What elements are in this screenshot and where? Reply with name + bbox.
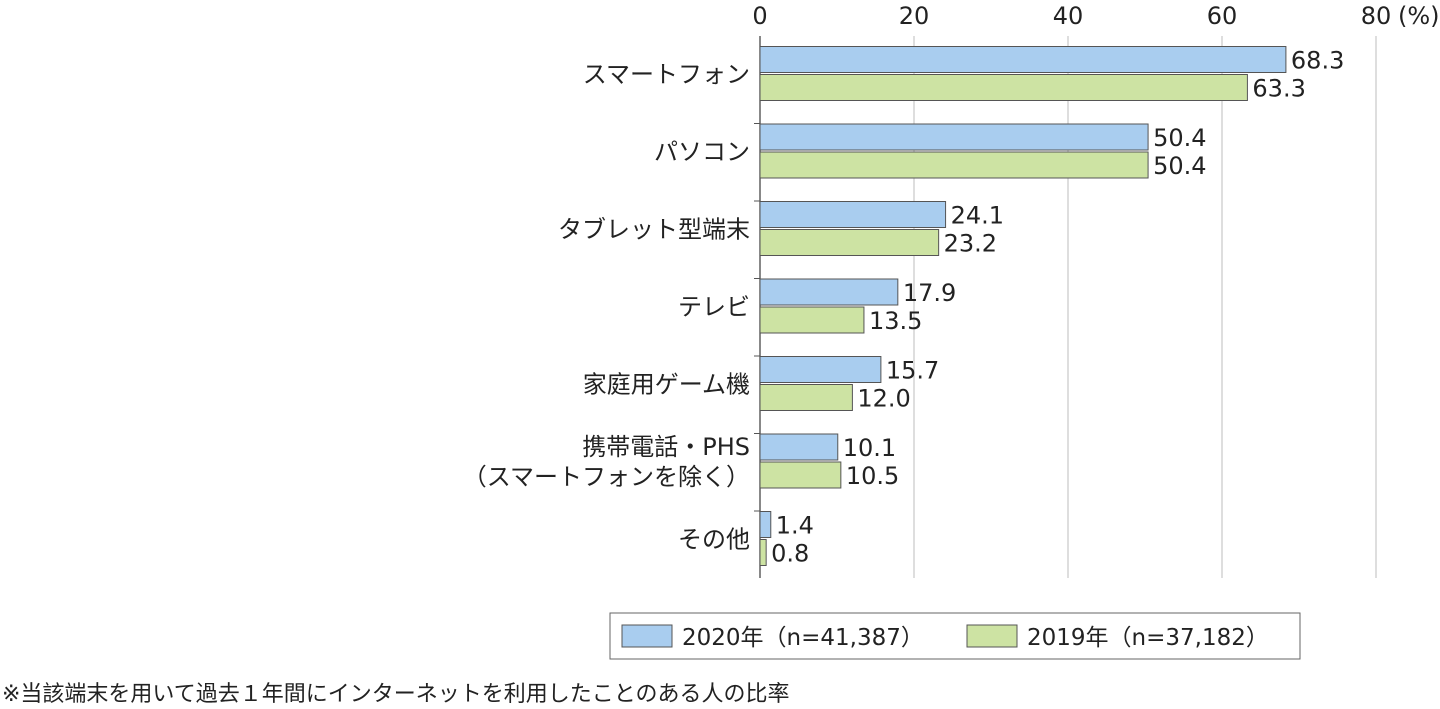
category-label: タブレット型端末 — [558, 216, 750, 244]
bar-0-5 — [759, 433, 839, 461]
value-label: 10.5 — [846, 462, 899, 490]
x-axis-ticks: 0 20 40 60 80 (%) — [752, 2, 1439, 30]
category-label: その他 — [678, 526, 750, 554]
bar-1-6 — [759, 539, 767, 566]
value-label: 50.4 — [1153, 124, 1206, 152]
bars — [759, 46, 1287, 566]
bar-0-2 — [759, 201, 947, 228]
category-label: テレビ — [678, 293, 750, 321]
tick-label-80: 80 — [1361, 2, 1392, 30]
tick-label-60: 60 — [1207, 2, 1238, 30]
value-label: 63.3 — [1252, 75, 1305, 103]
value-label: 17.9 — [903, 279, 956, 307]
category-label: 携帯電話・PHS — [582, 433, 750, 461]
bar-1-4 — [759, 384, 853, 411]
bar-1-0 — [759, 74, 1248, 101]
value-label: 12.0 — [857, 385, 910, 413]
legend: 2020年（n=41,387） 2019年（n=37,182） — [609, 612, 1301, 660]
value-label: 10.1 — [843, 434, 896, 462]
tick-label-40: 40 — [1053, 2, 1084, 30]
category-labels: スマートフォンパソコンタブレット型端末テレビ家庭用ゲーム機携帯電話・PHS（スマ… — [463, 61, 750, 554]
footnote: ※当該端末を用いて過去１年間にインターネットを利用したことのある人の比率 — [2, 682, 790, 707]
legend-label-1: 2019年（n=37,182） — [1027, 625, 1269, 651]
category-label: 家庭用ゲーム機 — [583, 371, 750, 399]
unit-label: (%) — [1398, 2, 1440, 30]
category-label: パソコン — [654, 138, 750, 166]
legend-swatch-0 — [621, 624, 673, 648]
bar-1-1 — [759, 151, 1149, 179]
bar-0-1 — [759, 123, 1149, 151]
value-label: 0.8 — [771, 540, 809, 568]
value-label: 1.4 — [776, 512, 814, 540]
bar-0-0 — [759, 46, 1287, 73]
tick-label-0: 0 — [752, 2, 767, 30]
legend-swatch-1 — [966, 624, 1018, 648]
value-labels: 68.363.3 50.450.4 24.123.2 17.913.5 15.712.0… — [771, 47, 1344, 568]
category-label: スマートフォン — [583, 61, 750, 89]
bar-1-5 — [759, 461, 842, 489]
value-label: 50.4 — [1153, 152, 1206, 180]
category-label: （スマートフォンを除く） — [463, 463, 750, 491]
bar-1-2 — [759, 229, 940, 256]
value-label: 23.2 — [944, 230, 997, 258]
bar-chart: 0 20 40 60 80 (%) スマートフォンパソコンタブレット型端末テレビ家庭用ゲー… — [463, 2, 1440, 660]
bar-0-3 — [759, 278, 899, 306]
value-label: 24.1 — [951, 202, 1004, 230]
bar-0-6 — [759, 511, 772, 538]
value-label: 15.7 — [886, 357, 939, 385]
bar-1-3 — [759, 306, 865, 334]
legend-box — [609, 612, 1301, 660]
value-label: 13.5 — [869, 307, 922, 335]
tick-label-20: 20 — [899, 2, 930, 30]
bar-0-4 — [759, 356, 882, 383]
value-label: 68.3 — [1291, 47, 1344, 75]
legend-label-0: 2020年（n=41,387） — [682, 625, 924, 651]
